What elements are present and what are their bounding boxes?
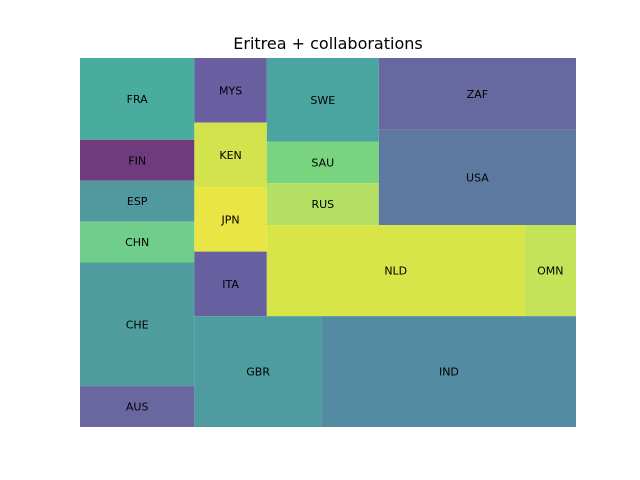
cell-esp <box>80 180 195 222</box>
chart-title: Eritrea + collaborations <box>233 34 422 53</box>
cell-aus <box>80 386 195 427</box>
cell-label-omn: OMN <box>537 265 563 278</box>
cell-label-esp: ESP <box>127 195 148 208</box>
cell-usa <box>378 129 576 226</box>
cell-label-usa: USA <box>466 171 489 184</box>
cell-label-zaf: ZAF <box>467 88 488 101</box>
cell-label-gbr: GBR <box>246 366 270 379</box>
cell-label-jpn: JPN <box>221 213 240 226</box>
cell-swe <box>266 58 379 142</box>
cell-fra <box>80 58 195 140</box>
cell-label-sau: SAU <box>311 156 334 169</box>
cell-sau <box>266 141 379 184</box>
cell-label-rus: RUS <box>311 198 334 211</box>
cell-label-fin: FIN <box>128 154 146 167</box>
cell-zaf <box>378 58 576 130</box>
cell-nld <box>266 225 525 317</box>
cell-chn <box>80 221 195 263</box>
cell-label-swe: SWE <box>310 94 335 107</box>
cell-label-fra: FRA <box>127 93 149 106</box>
cell-jpn <box>194 187 267 252</box>
cell-ind <box>321 316 576 427</box>
cell-omn <box>524 225 576 317</box>
cell-label-aus: AUS <box>126 401 149 414</box>
cell-ita <box>194 251 267 317</box>
cell-ken <box>194 122 267 188</box>
cell-gbr <box>194 316 322 427</box>
cell-label-che: CHE <box>126 318 149 331</box>
cell-label-ken: KEN <box>219 149 241 162</box>
cell-label-chn: CHN <box>125 236 149 249</box>
cell-label-nld: NLD <box>384 265 407 278</box>
cell-che <box>80 262 195 387</box>
cell-mys <box>194 58 267 123</box>
cell-label-ita: ITA <box>222 278 239 291</box>
cell-rus <box>266 183 379 226</box>
cell-label-mys: MYS <box>219 84 242 97</box>
cell-label-ind: IND <box>439 366 459 379</box>
treemap-cells: FRA FIN ESP CHN CHE AUS MYS KEN JPN ITA SWE SAU RUS Z… <box>80 58 576 427</box>
cell-fin <box>80 139 195 181</box>
